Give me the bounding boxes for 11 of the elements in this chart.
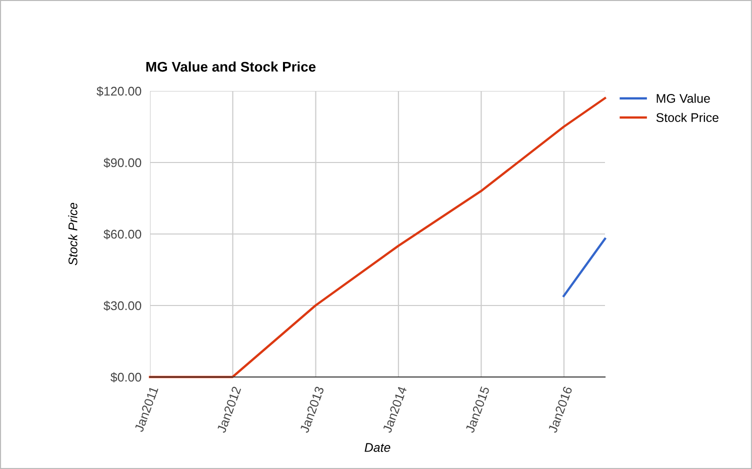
y-tick-label: $30.00: [104, 300, 142, 311]
line-series: [148, 97, 606, 378]
y-tick-label: $90.00: [104, 158, 142, 168]
y-tick-label: $120.00: [96, 86, 142, 96]
y-tick-label: $60.00: [104, 229, 142, 240]
x-axis-title: Date: [364, 443, 390, 452]
legend-label: MG Value: [656, 94, 710, 103]
legend-label: Stock Price: [656, 112, 718, 122]
y-tick-label: $0.00: [110, 372, 142, 382]
chart-title: MG Value and Stock Price: [146, 61, 316, 72]
y-axis-title: Stock Price: [68, 202, 78, 266]
